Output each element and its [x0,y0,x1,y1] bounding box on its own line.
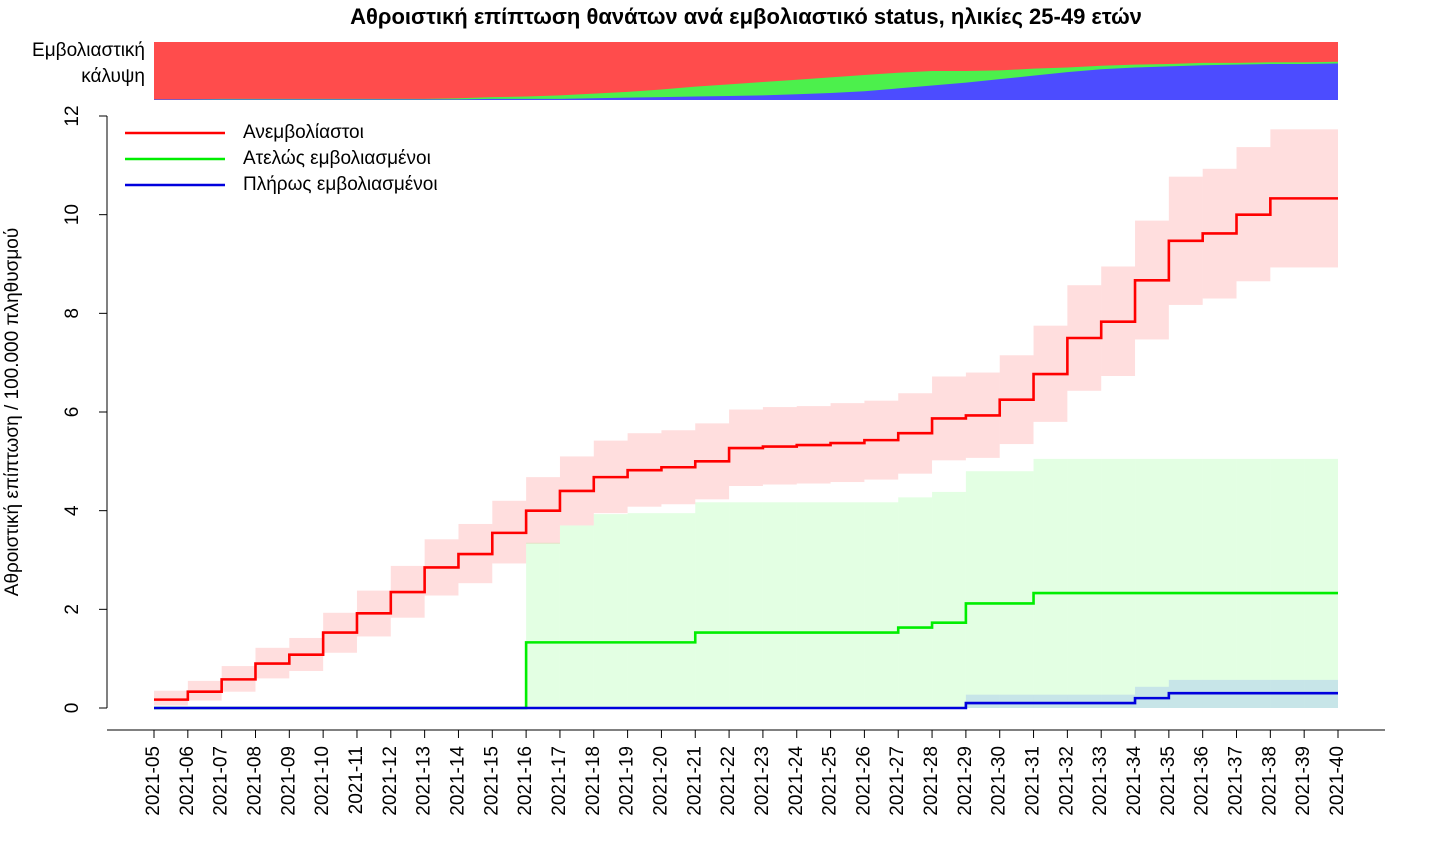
x-tick-label: 2021-20 [650,746,671,816]
confidence-band [1135,458,1169,708]
x-tick-label: 2021-14 [447,746,468,816]
confidence-band [965,694,1000,708]
x-tick-label: 2021-21 [684,746,705,816]
x-tick-label: 2021-13 [414,746,435,816]
confidence-band [729,502,763,708]
x-tick-label: 2021-16 [515,746,536,816]
confidence-band [526,542,560,708]
x-tick-label: 2021-15 [481,746,502,816]
chart-title: Αθροιστική επίπτωση θανάτων ανά εμβολιασ… [350,4,1142,29]
x-tick-label: 2021-07 [211,746,232,816]
step-line [154,691,1338,710]
x-tick-label: 2021-34 [1124,746,1145,816]
confidence-band [898,497,933,708]
confidence-band [1067,458,1102,708]
confidence-band [1033,694,1068,708]
x-tick-label: 2021-08 [245,746,266,816]
confidence-band [796,502,831,708]
x-tick-label: 2021-23 [752,746,773,816]
y-tick-label: 6 [62,407,83,418]
confidence-band [1101,694,1136,708]
legend-label: Πλήρως εμβολιασμένοι [243,174,438,195]
y-tick-label: 12 [62,105,83,126]
x-tick-label: 2021-35 [1158,746,1179,816]
confidence-band [593,514,628,708]
x-tick-label: 2021-26 [853,746,874,816]
x-tick-label: 2021-31 [1023,746,1044,816]
confidence-band [1168,458,1203,708]
confidence-band [830,502,865,708]
confidence-band [627,513,662,708]
x-tick-label: 2021-36 [1192,746,1213,816]
confidence-band [1101,458,1136,708]
confidence-band [999,694,1034,708]
confidence-band [1202,458,1237,708]
x-tick-label: 2021-25 [820,746,841,816]
confidence-band [762,502,797,708]
x-tick-label: 2021-10 [312,746,333,816]
x-tick-label: 2021-30 [989,746,1010,816]
x-tick-label: 2021-12 [380,746,401,816]
x-tick-label: 2021-38 [1259,746,1280,816]
confidence-band [559,525,594,708]
confidence-band [932,491,966,708]
confidence-band [1067,694,1102,708]
confidence-band [1304,458,1338,708]
y-axis-label: Αθροιστική επίπτωση / 100.000 πληθυσμού [2,228,23,596]
y-tick-label: 8 [62,308,83,319]
confidence-band [999,471,1034,708]
x-tick-label: 2021-22 [718,746,739,816]
step-line [154,197,1338,701]
confidence-band [864,502,899,708]
confidence-band [1236,458,1271,708]
x-tick-label: 2021-33 [1090,746,1111,816]
x-tick-label: 2021-17 [549,746,570,816]
x-tick-label: 2021-37 [1226,746,1247,816]
x-tick-label: 2021-32 [1056,746,1077,816]
x-tick-label: 2021-29 [955,746,976,816]
confidence-band [1270,458,1305,708]
y-tick-label: 0 [62,703,83,714]
x-tick-label: 2021-24 [786,746,807,816]
legend-label: Ανεμβολίαστοι [243,122,364,143]
x-tick-label: 2021-11 [346,746,367,814]
coverage-full [154,63,1338,100]
x-tick-label: 2021-40 [1327,746,1348,816]
x-tick-label: 2021-19 [617,746,638,816]
confidence-band [661,513,696,708]
x-tick-label: 2021-39 [1293,746,1314,816]
x-tick-label: 2021-05 [143,746,164,816]
coverage-label: Εμβολιαστική κάλυψη [32,40,145,87]
x-tick-label: 2021-06 [177,746,198,816]
confidence-band [154,690,188,706]
legend-label: Ατελώς εμβολιασμένοι [243,148,431,169]
x-tick-label: 2021-28 [921,746,942,816]
confidence-band [1033,458,1068,708]
x-tick-label: 2021-27 [887,746,908,816]
confidence-band [965,471,1000,708]
confidence-band [695,502,730,708]
y-tick-label: 10 [62,204,83,225]
x-tick-label: 2021-09 [278,746,299,816]
coverage-label-box: Εμβολιαστική κάλυψη [32,40,145,87]
y-tick-label: 2 [62,604,83,615]
y-tick-label: 4 [62,505,83,516]
x-tick-label: 2021-18 [583,746,604,816]
